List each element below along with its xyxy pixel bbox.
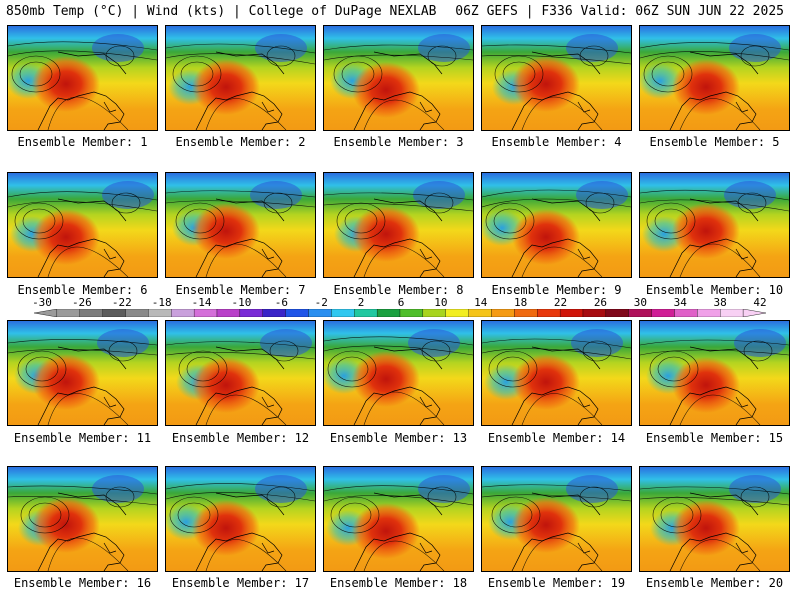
ensemble-member-label: Ensemble Member: 13 xyxy=(329,431,468,445)
colorbar-tick-label: 42 xyxy=(753,296,767,309)
ensemble-member-map xyxy=(481,25,632,131)
colorbar-tick-label: -30 xyxy=(32,296,52,309)
colorbar-tick-label: 10 xyxy=(434,296,448,309)
ensemble-member-label: Ensemble Member: 17 xyxy=(171,576,310,590)
ensemble-member-map xyxy=(7,25,158,131)
colorbar-swatch xyxy=(193,309,218,317)
ensemble-member-map xyxy=(7,466,158,572)
ensemble-member-map xyxy=(639,172,790,278)
colorbar-tick-label: -14 xyxy=(191,296,212,309)
colorbar-swatch xyxy=(376,309,401,317)
colorbar-swatch xyxy=(262,309,286,317)
ensemble-member-label: Ensemble Member: 5 xyxy=(649,135,780,149)
model-run-info: 06Z GEFS | F336 Valid: 06Z SUN JUN 22 20… xyxy=(455,4,784,19)
ensemble-member-label: Ensemble Member: 9 xyxy=(491,283,622,297)
ensemble-member-map xyxy=(323,320,474,426)
colorbar-swatch xyxy=(720,309,744,317)
colorbar-swatch xyxy=(148,309,172,317)
colorbar-swatch xyxy=(697,309,721,317)
ensemble-member-map xyxy=(639,466,790,572)
ensemble-member-label: Ensemble Member: 6 xyxy=(17,283,148,297)
map-title: 850mb Temp (°C) | Wind (kts) | College o… xyxy=(6,4,437,19)
colorbar-swatch xyxy=(102,309,126,317)
colorbar-tick-label: 22 xyxy=(553,296,568,309)
colorbar-swatch xyxy=(308,309,332,317)
colorbar-swatch xyxy=(468,309,492,317)
ensemble-member-map xyxy=(165,25,316,131)
ensemble-member-label: Ensemble Member: 15 xyxy=(645,431,784,445)
colorbar-swatch xyxy=(216,309,241,317)
colorbar-swatch xyxy=(399,309,424,317)
ensemble-member-map xyxy=(323,172,474,278)
ensemble-member-label: Ensemble Member: 20 xyxy=(645,576,784,590)
ensemble-member-map xyxy=(481,466,632,572)
colorbar-swatch xyxy=(56,309,80,317)
colorbar-tick-label: -10 xyxy=(231,296,252,309)
colorbar-tick-label: -2 xyxy=(314,296,328,309)
colorbar-tick-label: 18 xyxy=(514,296,528,309)
ensemble-member-label: Ensemble Member: 14 xyxy=(487,431,626,445)
colorbar-swatch xyxy=(582,309,607,317)
ensemble-member-map xyxy=(165,172,316,278)
colorbar-swatch xyxy=(491,309,515,317)
ensemble-member-label: Ensemble Member: 8 xyxy=(333,283,464,297)
ensemble-member-label: Ensemble Member: 12 xyxy=(171,431,310,445)
ensemble-member-map xyxy=(323,25,474,131)
colorbar-swatch xyxy=(331,309,355,317)
colorbar-tick-label: 38 xyxy=(713,296,727,309)
ensemble-member-map xyxy=(639,25,790,131)
ensemble-member-label: Ensemble Member: 4 xyxy=(491,135,622,149)
ensemble-member-label: Ensemble Member: 1 xyxy=(17,135,148,149)
ensemble-member-map xyxy=(165,320,316,426)
ensemble-member-label: Ensemble Member: 3 xyxy=(333,135,464,149)
colorbar-swatch xyxy=(285,309,309,317)
colorbar-tick-label: -22 xyxy=(111,296,132,309)
colorbar-tick-label: 34 xyxy=(673,296,687,309)
colorbar-swatch xyxy=(537,309,561,317)
ensemble-member-label: Ensemble Member: 7 xyxy=(175,283,306,297)
colorbar-swatch xyxy=(422,309,446,317)
ensemble-member-map xyxy=(165,466,316,572)
ensemble-member-map xyxy=(481,172,632,278)
colorbar-swatch xyxy=(514,309,538,317)
colorbar-swatch xyxy=(651,309,675,317)
ensemble-member-map xyxy=(639,320,790,426)
ensemble-member-map xyxy=(7,320,158,426)
colorbar-swatch xyxy=(125,309,149,317)
ensemble-member-label: Ensemble Member: 11 xyxy=(13,431,152,445)
colorbar-swatch xyxy=(674,309,698,317)
temperature-colorbar xyxy=(34,309,766,317)
colorbar-tick-label: -18 xyxy=(151,296,172,309)
colorbar-tick-label: 2 xyxy=(357,296,365,309)
ensemble-member-map xyxy=(323,466,474,572)
colorbar-swatch xyxy=(445,309,469,317)
ensemble-member-label: Ensemble Member: 16 xyxy=(13,576,152,590)
colorbar-swatch xyxy=(79,309,103,317)
ensemble-member-map xyxy=(7,172,158,278)
ensemble-member-label: Ensemble Member: 19 xyxy=(487,576,626,590)
colorbar-swatch xyxy=(171,309,195,317)
colorbar-tick-label: -26 xyxy=(71,296,92,309)
colorbar-swatch xyxy=(354,309,378,317)
ensemble-member-label: Ensemble Member: 10 xyxy=(645,283,784,297)
colorbar-swatch xyxy=(239,309,263,317)
colorbar-tick-label: 14 xyxy=(474,296,488,309)
colorbar-right-arrow xyxy=(742,309,766,317)
colorbar-tick-label: 6 xyxy=(397,296,405,309)
ensemble-member-label: Ensemble Member: 2 xyxy=(175,135,306,149)
colorbar-swatch xyxy=(628,309,652,317)
colorbar-tick-label: 26 xyxy=(593,296,608,309)
colorbar-swatch xyxy=(605,309,629,317)
colorbar-tick-label: 30 xyxy=(633,296,647,309)
ensemble-member-label: Ensemble Member: 18 xyxy=(329,576,468,590)
colorbar-tick-label: -6 xyxy=(274,296,288,309)
colorbar-swatch xyxy=(559,309,584,317)
ensemble-member-map xyxy=(481,320,632,426)
colorbar-left-arrow xyxy=(34,309,58,317)
